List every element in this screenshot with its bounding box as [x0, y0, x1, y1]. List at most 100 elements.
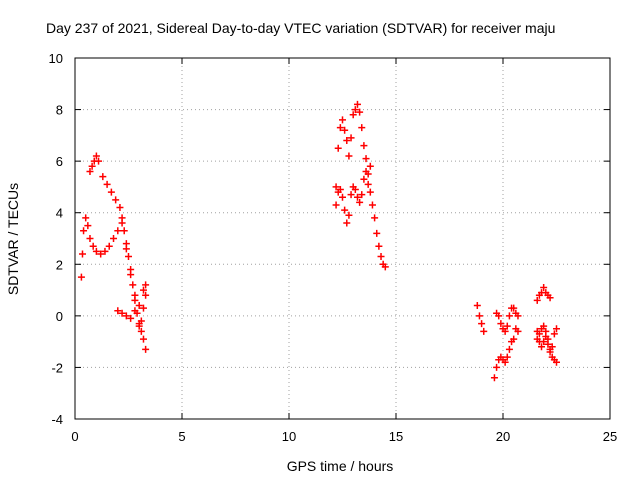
- y-tick-label: 8: [56, 103, 63, 118]
- data-point: [95, 157, 103, 165]
- data-point: [353, 193, 361, 201]
- data-point: [540, 338, 548, 346]
- data-point: [495, 312, 503, 320]
- data-point: [381, 263, 389, 271]
- data-point: [368, 201, 376, 209]
- data-point: [101, 247, 109, 255]
- data-point: [89, 242, 97, 250]
- data-point: [353, 100, 361, 108]
- data-point: [139, 286, 147, 294]
- series-4: [332, 100, 389, 271]
- x-tick-label: 10: [282, 429, 296, 444]
- data-point: [356, 108, 364, 116]
- data-point: [92, 247, 100, 255]
- data-point: [110, 235, 118, 242]
- data-point: [142, 291, 150, 299]
- y-tick-label: -2: [51, 360, 63, 375]
- data-point: [514, 327, 522, 335]
- data-point: [375, 242, 383, 250]
- data-layer: [77, 100, 560, 382]
- data-point: [503, 353, 511, 361]
- data-point: [131, 307, 139, 315]
- data-point: [497, 320, 505, 328]
- data-point: [122, 240, 130, 248]
- grid-layer: [75, 58, 610, 419]
- data-point: [341, 126, 349, 134]
- tick-layer: 0 5 10 15 20 25 -4 -2 0 2 4 6 8 10: [49, 51, 618, 444]
- data-point: [343, 219, 351, 227]
- data-point: [358, 191, 366, 199]
- data-point: [540, 283, 548, 291]
- data-point: [546, 294, 554, 302]
- data-point: [366, 188, 374, 196]
- data-point: [78, 250, 86, 258]
- x-tick-label: 25: [603, 429, 617, 444]
- y-tick-label: 2: [56, 257, 63, 272]
- data-point: [131, 296, 139, 304]
- data-point: [82, 214, 90, 222]
- data-point: [341, 206, 349, 214]
- data-point: [84, 222, 92, 230]
- series-10: [533, 283, 554, 304]
- y-tick-label: 0: [56, 309, 63, 324]
- data-point: [345, 211, 353, 219]
- data-point: [347, 191, 355, 199]
- data-point: [349, 111, 357, 119]
- data-point: [362, 167, 370, 175]
- y-tick-label: 4: [56, 206, 63, 221]
- data-point: [88, 162, 96, 170]
- data-point: [80, 227, 88, 235]
- data-point: [358, 124, 366, 132]
- data-point: [142, 281, 150, 289]
- series-6: [473, 302, 488, 335]
- data-point: [546, 348, 554, 356]
- data-point: [510, 304, 518, 312]
- data-point: [103, 180, 111, 188]
- data-point: [118, 214, 126, 222]
- data-point: [475, 312, 483, 320]
- data-point: [99, 173, 107, 181]
- data-point: [334, 144, 342, 152]
- data-point: [360, 175, 368, 183]
- chart-title: Day 237 of 2021, Sidereal Day-to-day VTE…: [46, 20, 555, 36]
- series-2: [86, 152, 150, 353]
- x-tick-label: 5: [178, 429, 185, 444]
- data-point: [114, 307, 122, 315]
- data-point: [86, 235, 94, 242]
- x-tick-label: 15: [389, 429, 403, 444]
- data-point: [373, 229, 381, 237]
- plot-frame: [74, 57, 611, 420]
- data-point: [137, 327, 145, 335]
- data-point: [127, 265, 135, 273]
- series-7: [490, 325, 522, 382]
- data-point: [92, 152, 100, 160]
- data-point: [505, 312, 513, 320]
- data-point: [514, 312, 522, 320]
- data-point: [351, 186, 359, 194]
- data-point: [550, 330, 558, 338]
- data-point: [553, 358, 560, 366]
- data-point: [114, 227, 122, 235]
- data-point: [538, 343, 546, 351]
- x-tick-label: 20: [496, 429, 510, 444]
- data-point: [345, 152, 353, 160]
- data-point: [505, 345, 513, 353]
- data-point: [503, 322, 511, 330]
- y-axis-title: SDTVAR / TECUs: [5, 183, 21, 295]
- data-point: [490, 374, 498, 382]
- data-point: [336, 186, 344, 194]
- data-point: [142, 345, 150, 353]
- data-point: [343, 137, 351, 145]
- data-point: [356, 198, 364, 206]
- data-point: [548, 343, 556, 351]
- data-point: [360, 142, 368, 150]
- data-point: [540, 322, 548, 330]
- data-point: [366, 162, 374, 170]
- data-point: [122, 312, 130, 320]
- data-point: [362, 155, 370, 163]
- y-tick-label: -4: [51, 412, 63, 427]
- data-point: [533, 327, 541, 335]
- data-point: [493, 363, 501, 371]
- data-point: [332, 201, 340, 209]
- data-point: [377, 253, 385, 261]
